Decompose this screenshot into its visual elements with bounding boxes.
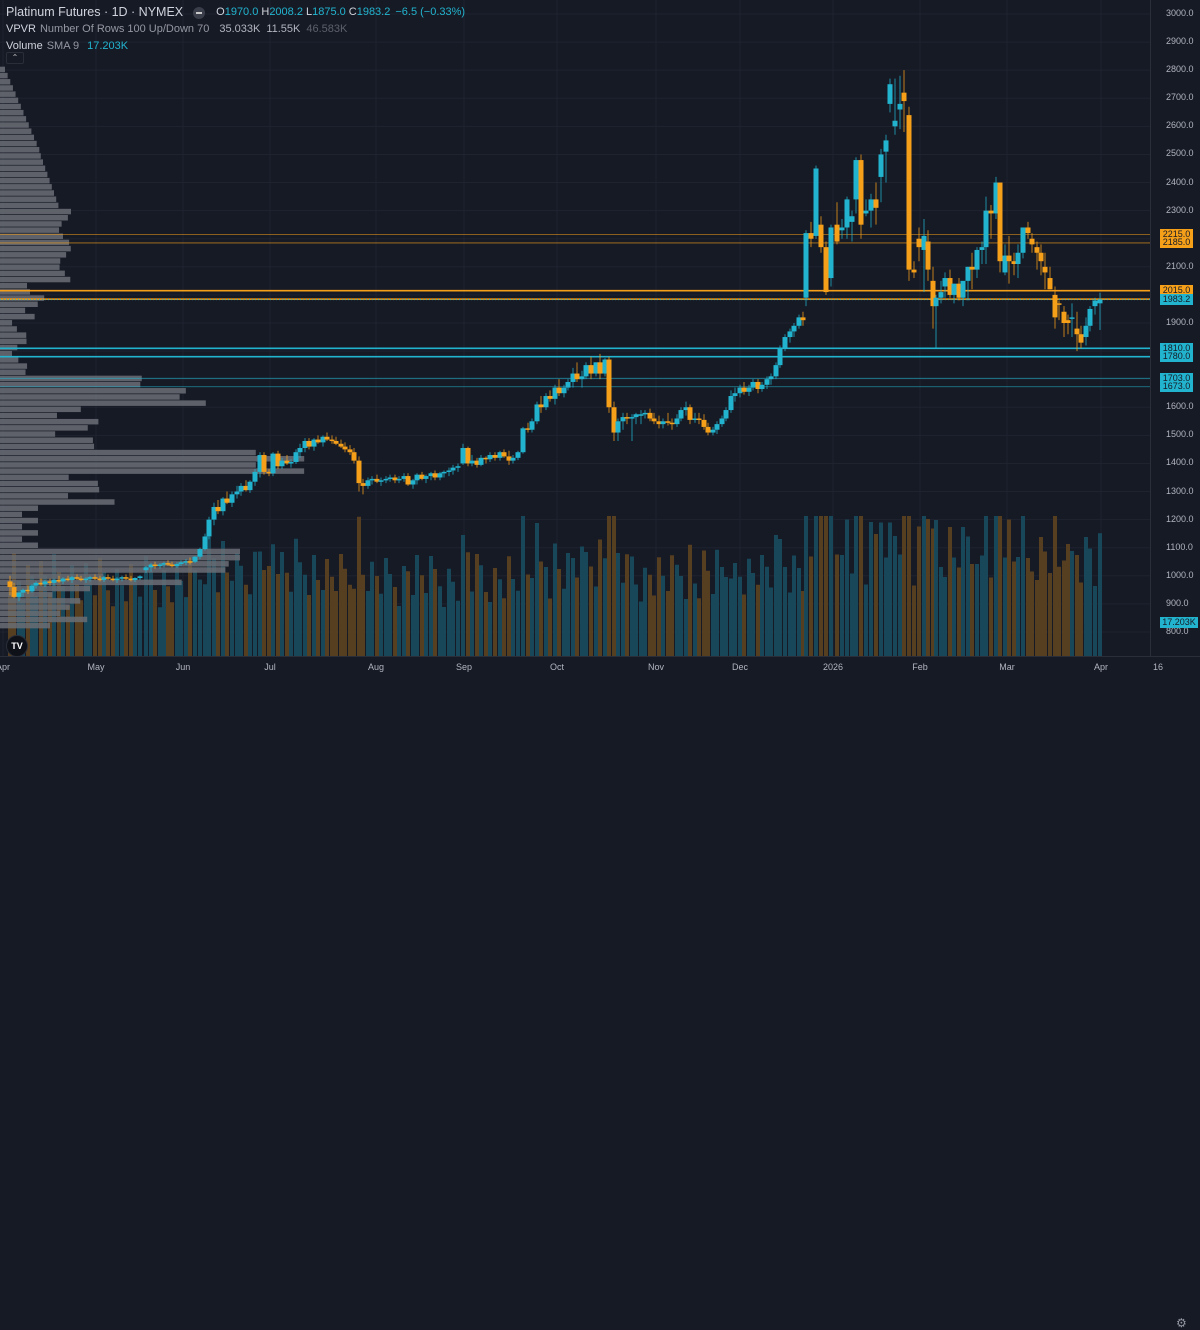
price-tick-label: 1300.0 <box>1166 485 1194 496</box>
volume-sma-value: 17.203K <box>87 40 129 52</box>
vpvr-total-volume: 46.583K <box>306 23 348 35</box>
time-axis-label: Jul <box>264 662 276 672</box>
price-axis[interactable] <box>1150 0 1200 656</box>
price-tick-label: 1900.0 <box>1166 316 1194 327</box>
time-axis-label: Aug <box>367 662 385 672</box>
symbol-title[interactable]: Platinum Futures · 1D · NYMEX <box>6 5 184 19</box>
high-label: H <box>261 6 270 18</box>
price-tick-label: 1600.0 <box>1166 401 1194 412</box>
time-axis-label: Apr <box>1093 662 1109 672</box>
low-value: 1875.0 <box>312 6 346 18</box>
time-axis-label: 2026 <box>822 662 844 672</box>
change-value: −6.5 (−0.33%) <box>395 6 466 18</box>
volume-legend-row[interactable]: Volume SMA 9 17.203K <box>6 38 465 55</box>
time-axis-label: Apr <box>0 662 11 672</box>
low-label: L <box>305 6 313 18</box>
price-level-tag: 1810.0 <box>1160 342 1193 354</box>
volume-name: Volume <box>6 40 43 52</box>
price-tick-label: 1000.0 <box>1166 569 1194 580</box>
price-tick-label: 3000.0 <box>1166 8 1194 18</box>
price-tick-label: 1200.0 <box>1166 513 1194 524</box>
price-tick-label: 1500.0 <box>1166 429 1194 440</box>
tradingview-logo[interactable]: TV <box>6 635 28 657</box>
price-tick-label: 1100.0 <box>1166 541 1193 552</box>
time-axis-label: Mar <box>999 662 1015 672</box>
volume-params: SMA 9 <box>46 40 80 52</box>
time-axis-label: Nov <box>647 662 665 672</box>
vpvr-down-volume: 11.55K <box>266 23 301 35</box>
price-tick-label: 2700.0 <box>1166 92 1194 103</box>
price-level-tag: 2015.0 <box>1160 285 1193 297</box>
time-axis[interactable]: Apr May Jun Jul Aug Sep Oct Nov Dec 2026 Feb Mar Apr… <box>0 656 1200 1330</box>
time-axis-label: Sep <box>455 662 473 672</box>
collapse-legend-button[interactable]: ⌃ <box>6 52 24 64</box>
gear-icon[interactable]: ⚙ <box>1176 1316 1187 1330</box>
open-label: O <box>216 6 225 18</box>
vpvr-name: VPVR <box>6 23 36 35</box>
time-axis-label: May <box>87 662 105 672</box>
price-tick-label: 1400.0 <box>1166 457 1194 468</box>
volume-value-tag: 17.203K <box>1160 617 1198 628</box>
vpvr-params: Number Of Rows 100 Up/Down 70 <box>39 23 210 35</box>
price-tick-label: 2100.0 <box>1166 260 1194 271</box>
vpvr-legend-row[interactable]: VPVR Number Of Rows 100 Up/Down 70 35.03… <box>6 21 465 38</box>
price-chart-canvas[interactable] <box>0 0 1200 675</box>
price-tick-label: 2300.0 <box>1166 204 1194 215</box>
price-level-tag: 2215.0 <box>1160 229 1193 240</box>
high-value: 2008.2 <box>269 6 303 18</box>
price-level-tag: 1780.0 <box>1160 351 1193 363</box>
price-tick-label: 2900.0 <box>1166 36 1194 47</box>
time-axis-label: 16 <box>1152 662 1164 672</box>
price-level-tag: 2185.0 <box>1160 237 1193 249</box>
price-tick-label: 800.0 <box>1166 625 1189 636</box>
price-tick-label: 900.0 <box>1166 597 1189 608</box>
minus-circle-icon[interactable] <box>193 6 206 19</box>
price-tick-label: 2400.0 <box>1166 176 1194 187</box>
price-level-tag: 1983.2 <box>1160 294 1193 306</box>
open-value: 1970.0 <box>224 6 259 18</box>
time-axis-label: Dec <box>731 662 749 672</box>
close-value: 1983.2 <box>356 6 391 18</box>
price-tick-label: 2800.0 <box>1166 64 1194 75</box>
price-level-tag: 1703.0 <box>1160 372 1193 384</box>
price-tick-label: 2600.0 <box>1166 120 1194 131</box>
close-label: C <box>348 6 357 18</box>
time-axis-label: Jun <box>175 662 191 672</box>
time-axis-label: Feb <box>912 662 928 672</box>
price-level-tag: 1673.0 <box>1160 381 1193 393</box>
vpvr-up-volume: 35.033K <box>219 23 261 35</box>
time-axis-label: Oct <box>549 662 565 672</box>
price-tick-label: 2500.0 <box>1166 148 1194 159</box>
